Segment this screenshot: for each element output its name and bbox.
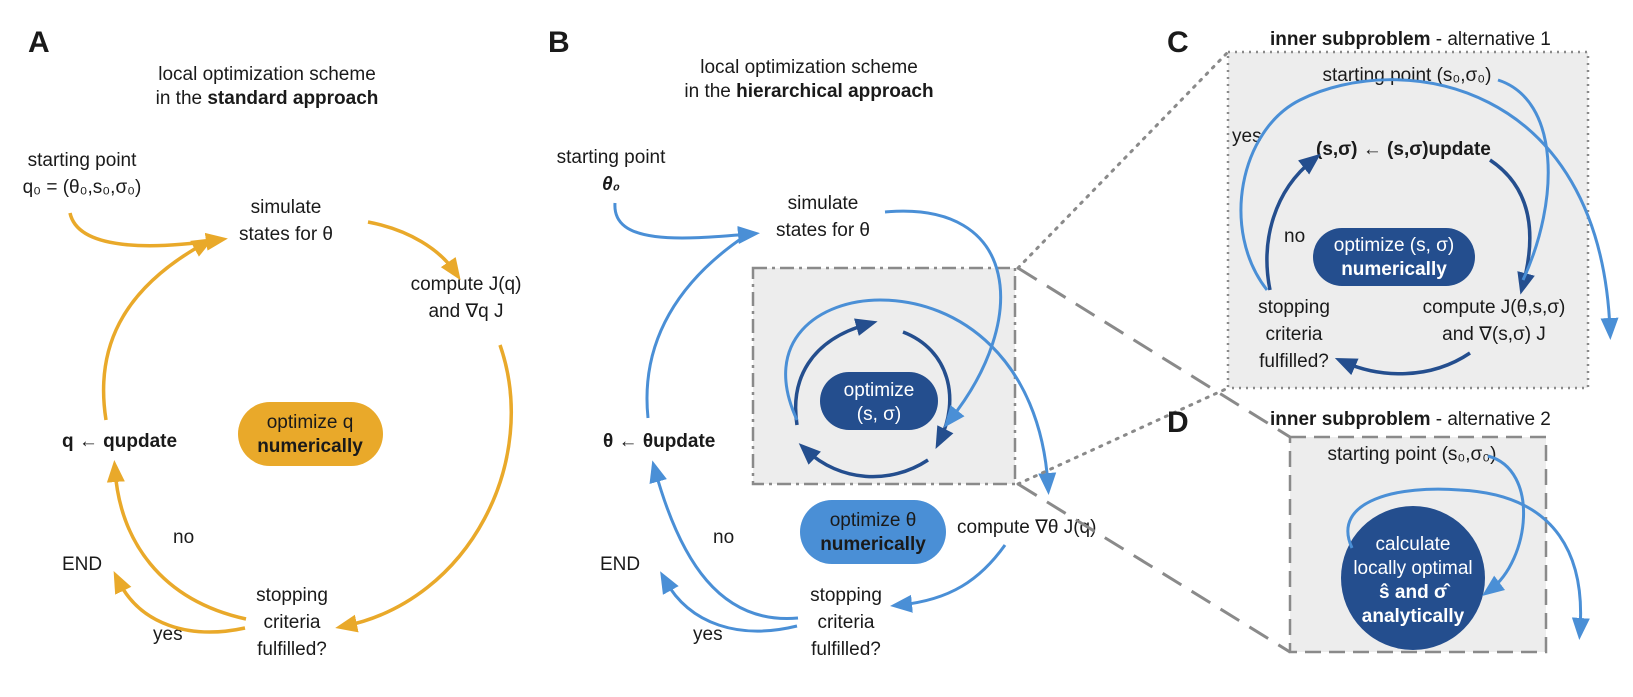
panel-b-pill-line2: numerically — [820, 534, 926, 555]
panel-letter-a: A — [28, 26, 50, 59]
panel-d-circle — [1341, 506, 1485, 650]
panel-b-start-line1: starting point — [557, 147, 667, 168]
panel-c-pill-line1: optimize (s, σ) — [1334, 235, 1454, 256]
panel-a-arrow-simulate-to-compute — [367, 220, 461, 281]
panel-c-yes: yes — [1232, 126, 1262, 147]
panel-d-heading: inner subproblem - alternative 2 — [1270, 409, 1551, 430]
panel-b-stop-line1: stopping — [810, 585, 882, 606]
panel-b-inner-arrow-bottom — [798, 443, 929, 479]
panel-a-stop-line3: fulfilled? — [257, 639, 327, 660]
panel-c-arrow-compute-to-stop — [1334, 351, 1471, 376]
panel-d-circle-line2: locally optimal — [1353, 558, 1472, 579]
panel-a-simulate-line1: simulate — [251, 197, 322, 218]
panel-a-stop-line2: criteria — [263, 612, 320, 633]
panel-a: A local optimization scheme in the stand… — [23, 26, 522, 660]
panel-a-arrow-start-to-simulate — [68, 212, 228, 251]
panel-letter-b: B — [548, 26, 570, 59]
panel-b-title-prefix: in the — [684, 81, 736, 102]
panel-d-arrow-start-to-circle — [1482, 454, 1525, 597]
panel-c-update: (s,σ) ← (s,σ)update — [1316, 139, 1491, 160]
panel-d-start: starting point (s₀,σ₀) — [1328, 444, 1497, 465]
panel-b-end: END — [600, 554, 640, 575]
panel-c-arrow-yes-exit — [1239, 78, 1619, 340]
panel-c-stop-line2: criteria — [1265, 324, 1322, 345]
panel-b-stop-line2: criteria — [817, 612, 874, 633]
panel-a-arrow-stop-to-update — [106, 460, 247, 621]
panel-b-arrow-stop-to-update — [649, 460, 799, 620]
panel-b-title-line2: in the hierarchical approach — [684, 81, 933, 102]
panel-b-arrow-compute-to-stop — [890, 544, 1007, 613]
panel-a-pill-line1: optimize q — [267, 412, 354, 433]
panel-c-arrow-start-loop — [1497, 78, 1550, 281]
panel-a-title-bold: standard approach — [207, 88, 378, 109]
panel-a-no: no — [173, 527, 194, 548]
panel-c-no: no — [1284, 226, 1305, 247]
panel-b-inner-pill-line1: optimize — [844, 380, 915, 401]
panel-a-compute-line2: and ∇q J — [428, 301, 503, 322]
panel-a-yes: yes — [153, 624, 183, 645]
panel-b-title-line1: local optimization scheme — [700, 57, 918, 78]
panel-b-no: no — [713, 527, 734, 548]
panel-a-title-line2: in the standard approach — [156, 88, 379, 109]
panel-b-simulate-line2: states for θ — [776, 220, 870, 241]
panel-d-circle-line3: ŝ and σ̂ — [1379, 582, 1451, 603]
panel-d-circle-line4: analytically — [1362, 606, 1465, 627]
panel-a-start-line2: q₀ = (θ₀,s₀,σ₀) — [23, 177, 142, 198]
panel-c-stop-line1: stopping — [1258, 297, 1330, 318]
panel-a-title-prefix: in the — [156, 88, 208, 109]
panel-a-compute-line1: compute J(q) — [411, 274, 522, 295]
panel-d-circle-line1: calculate — [1376, 534, 1451, 555]
panel-d-arrow-exit — [1346, 487, 1590, 640]
panel-d-heading-rest: - alternative 2 — [1430, 409, 1550, 430]
panel-b-compute: compute ∇θ J(q) — [957, 517, 1096, 538]
panel-b-start-line2: θ₀ — [602, 174, 620, 195]
panel-a-arrow-stop-to-end — [113, 571, 246, 634]
panel-c: C inner subproblem - alternative 1 start… — [1167, 26, 1619, 390]
panel-b-inner-arrow-left-up — [793, 318, 878, 426]
panel-b-pill-line1: optimize θ — [830, 510, 917, 531]
panel-a-end: END — [62, 554, 102, 575]
panel-c-arrow-stop-to-update — [1265, 153, 1321, 291]
panel-b-optimize-pill — [800, 500, 946, 564]
connector-b-to-d-bottom — [1017, 482, 1291, 654]
panel-b-update: θ ← θupdate — [603, 431, 715, 452]
panel-b-arrow-start-to-simulate — [613, 202, 760, 244]
panel-a-arrow-update-to-simulate — [101, 238, 214, 421]
panel-b-stop-line3: fulfilled? — [811, 639, 881, 660]
panel-a-arrow-compute-to-stop — [335, 344, 514, 633]
panel-b-yes: yes — [693, 624, 723, 645]
panel-b-inner-pill-line2: (s, σ) — [857, 404, 901, 425]
panel-a-start-line1: starting point — [28, 150, 138, 171]
panel-a-optimize-pill — [238, 402, 383, 466]
panel-c-stop-line3: fulfilled? — [1259, 351, 1329, 372]
panel-a-pill-line2: numerically — [257, 436, 363, 457]
panel-c-pill-line2: numerically — [1341, 259, 1447, 280]
panel-b-simulate-line1: simulate — [788, 193, 859, 214]
panel-b-title-bold: hierarchical approach — [736, 81, 933, 102]
panel-b: B local optimization scheme in the hiera… — [548, 26, 1096, 660]
panel-a-stop-line1: stopping — [256, 585, 328, 606]
panel-b-arrow-update-to-simulate — [645, 234, 746, 419]
panel-c-compute-line1: compute J(θ,s,σ) — [1423, 297, 1566, 318]
panel-letter-d: D — [1167, 406, 1189, 439]
panel-c-heading: inner subproblem - alternative 1 — [1270, 29, 1551, 50]
panel-c-heading-bold: inner subproblem — [1270, 29, 1430, 50]
panel-c-optimize-pill — [1313, 228, 1475, 286]
panel-c-heading-rest: - alternative 1 — [1430, 29, 1550, 50]
panel-b-arrow-box-to-compute — [784, 298, 1057, 495]
connector-b-to-d-top — [1017, 266, 1291, 439]
connector-b-to-c-bottom — [1016, 386, 1230, 486]
panel-b-arrow-simulate-into-box — [884, 209, 1003, 428]
panel-b-inner-pill — [820, 372, 938, 430]
panel-a-simulate-line2: states for θ — [239, 224, 333, 245]
panel-letter-c: C — [1167, 26, 1189, 59]
panel-a-title-line1: local optimization scheme — [158, 64, 376, 85]
panel-d: D inner subproblem - alternative 2 start… — [1167, 406, 1590, 654]
connector-b-to-c-top — [1016, 50, 1230, 270]
panel-c-compute-line2: and ∇(s,σ) J — [1442, 324, 1546, 345]
panel-d-heading-bold: inner subproblem — [1270, 409, 1430, 430]
panel-a-update: q ← qupdate — [62, 431, 177, 452]
panel-b-arrow-stop-to-end — [660, 571, 798, 633]
